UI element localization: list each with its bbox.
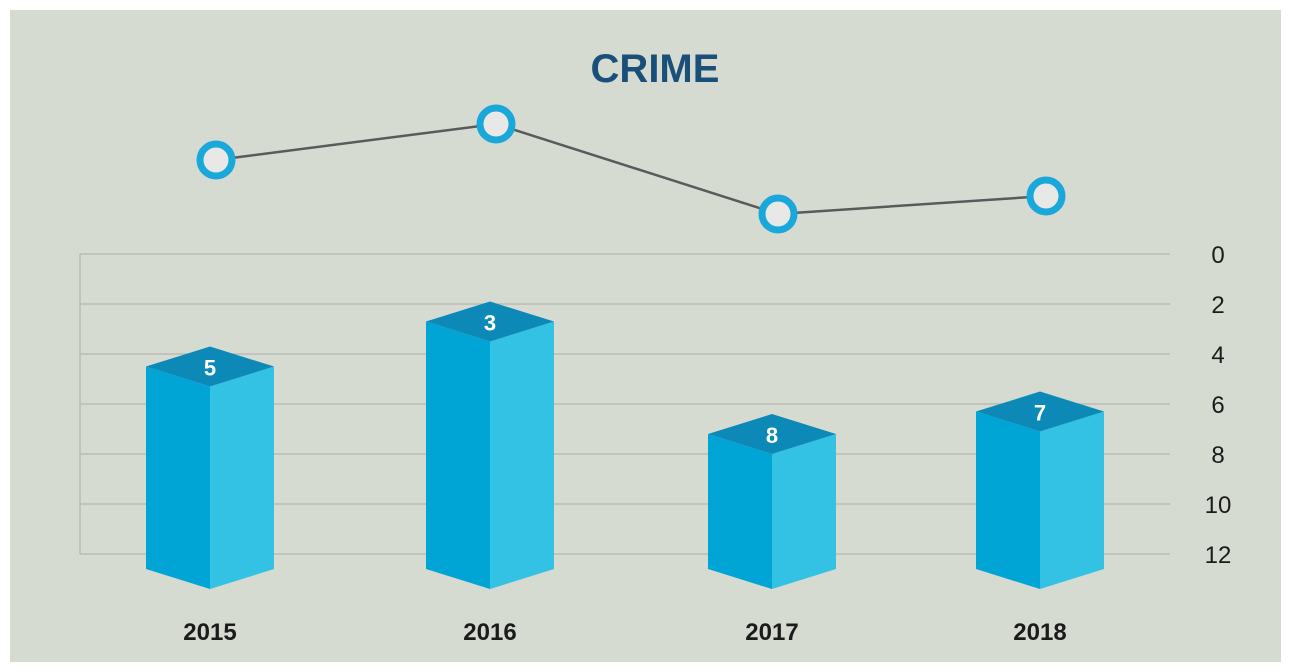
bar-data-label: 8: [766, 423, 778, 448]
bar-face-front: [426, 321, 490, 589]
y-tick-label: 4: [1211, 342, 1224, 369]
bar-face-top: [146, 346, 274, 387]
y-tick-label: 2: [1211, 292, 1224, 319]
bar-2016: 3: [426, 301, 554, 589]
bar-face-side: [490, 321, 554, 589]
y-tick-label: 0: [1211, 242, 1224, 269]
bar-face-top: [976, 391, 1104, 432]
y-tick-label: 6: [1211, 392, 1224, 419]
x-axis-labels: 2015 2016 2017 2018: [183, 619, 1066, 646]
chart-title: CRIME: [591, 47, 720, 91]
bar-face-top: [426, 301, 554, 342]
y-tick-label: 10: [1205, 492, 1232, 519]
chart-container: CRIME 0 2 4 6 8 10 12 5 3 8 7 2015 2016 2017 2018: [10, 10, 1281, 662]
bar-2015: 5: [146, 346, 274, 589]
y-axis-ticks: 0 2 4 6 8 10 12: [1205, 242, 1232, 569]
trend-marker-2017: [758, 194, 798, 234]
x-tick-label: 2015: [183, 619, 236, 646]
bar-data-label: 5: [204, 356, 216, 381]
bar-face-front: [976, 411, 1040, 589]
crime-chart: CRIME 0 2 4 6 8 10 12 5 3 8 7 2015 2016 2017 2018: [10, 10, 1281, 662]
bar-face-side: [772, 434, 836, 589]
trend-marker-2018: [1026, 176, 1066, 216]
bar-2018: 7: [976, 391, 1104, 589]
x-tick-label: 2016: [463, 619, 516, 646]
bar-data-label: 7: [1034, 401, 1046, 426]
bar-data-label: 3: [484, 311, 496, 336]
y-tick-label: 12: [1205, 542, 1232, 569]
y-tick-label: 8: [1211, 442, 1224, 469]
x-tick-label: 2017: [745, 619, 798, 646]
trend-marker-2016: [476, 104, 516, 144]
trend-marker-2015: [196, 140, 236, 180]
bar-face-side: [210, 366, 274, 589]
bar-face-front: [708, 434, 772, 589]
bar-face-side: [1040, 411, 1104, 589]
trend-line: [196, 104, 1066, 234]
x-tick-label: 2018: [1013, 619, 1066, 646]
trend-line-path: [215, 122, 1047, 216]
bars: 5 3 8 7: [146, 301, 1104, 589]
bar-face-front: [146, 366, 210, 589]
bar-face-top: [708, 414, 836, 454]
bar-2017: 8: [708, 414, 836, 589]
